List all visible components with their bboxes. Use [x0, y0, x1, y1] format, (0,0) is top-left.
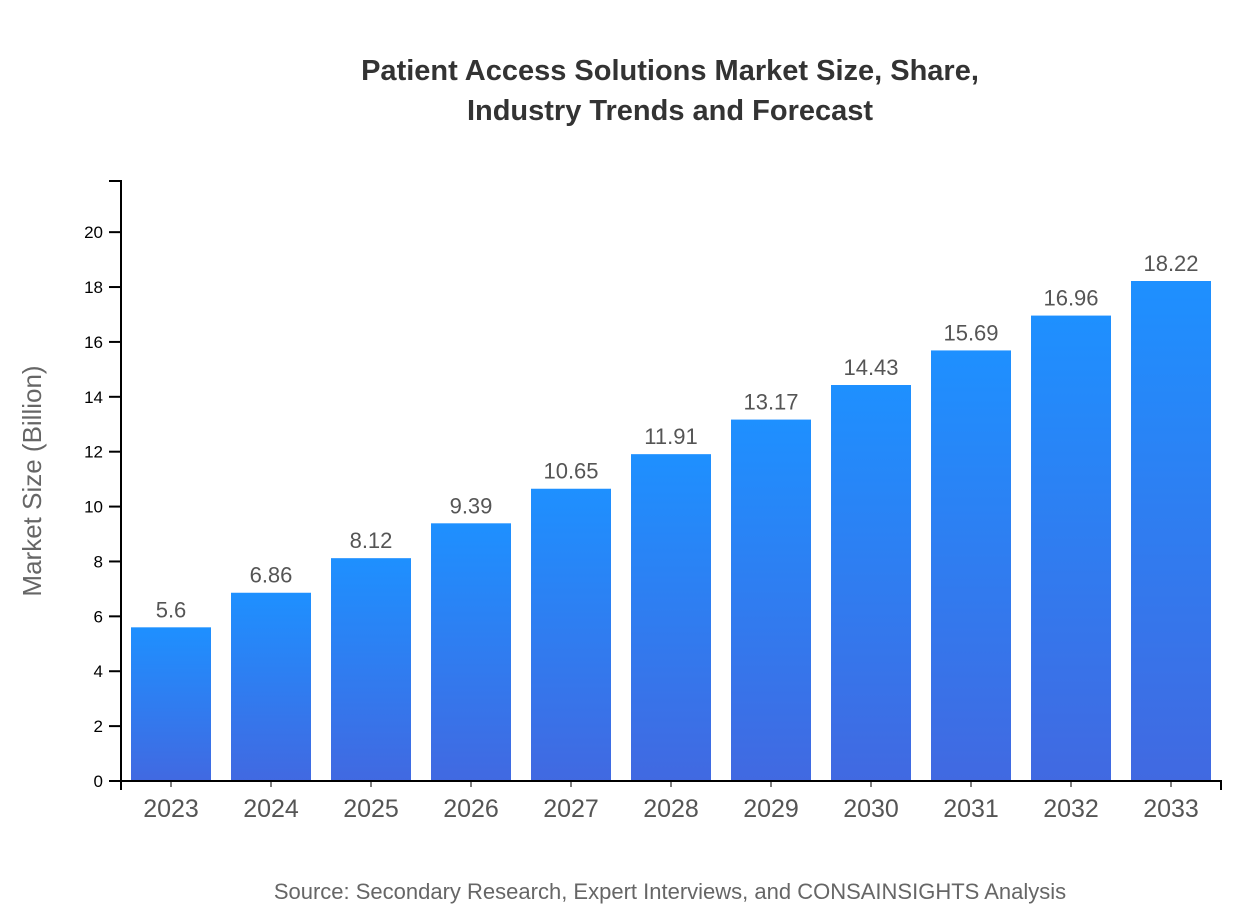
data-label-2027: 10.65: [543, 459, 598, 484]
y-tick-label: 18: [84, 278, 103, 297]
y-tick-label: 12: [84, 443, 103, 462]
y-tick-label: 10: [84, 498, 103, 517]
y-tick-label: 4: [94, 662, 103, 681]
chart-title-line-2: Industry Trends and Forecast: [467, 95, 873, 127]
data-label-2025: 8.12: [350, 528, 393, 553]
bar-2027: [531, 488, 611, 781]
y-tick-label: 20: [84, 223, 103, 242]
bar-2026: [431, 523, 511, 781]
y-tick-label: 14: [84, 388, 103, 407]
data-label-2023: 5.6: [156, 597, 187, 622]
y-tick-label: 16: [84, 333, 103, 352]
bar-2024: [231, 592, 311, 781]
x-axis-line: [120, 780, 1222, 790]
data-label-2033: 18.22: [1143, 251, 1198, 276]
bar-2025: [331, 558, 411, 781]
y-tick-label: 2: [94, 717, 103, 736]
x-tick-label: 2027: [543, 795, 599, 823]
data-label-2028: 11.91: [644, 424, 697, 449]
x-tick-label: 2029: [743, 795, 799, 823]
x-tick-label: 2025: [343, 795, 399, 823]
bar-2029: [731, 419, 811, 781]
x-tick-label: 2023: [143, 795, 199, 823]
bar-2030: [831, 385, 911, 781]
data-label-2024: 6.86: [250, 563, 293, 588]
data-label-2026: 9.39: [450, 493, 493, 518]
bar-2031: [931, 350, 1011, 781]
data-label-2031: 15.69: [943, 320, 998, 345]
data-label-2029: 13.17: [743, 390, 798, 415]
x-tick-label: 2032: [1043, 795, 1099, 823]
y-axis: 0 2 4 6 8 10 12 14 16 18 20: [84, 180, 122, 791]
y-axis-label: Market Size (Billion): [17, 365, 47, 596]
x-tick-label: 2024: [243, 795, 299, 823]
data-label-2030: 14.43: [843, 355, 898, 380]
x-tick-label: 2031: [943, 795, 999, 823]
x-tick-label: 2026: [443, 795, 499, 823]
y-axis-line: [109, 180, 122, 782]
y-tick-label: 8: [94, 552, 103, 571]
bar-2023: [131, 627, 211, 781]
y-tick-label: 6: [94, 607, 103, 626]
x-axis: 2023 2024 2025 2026 2027 2028 2029 2030 2031 2032…: [120, 780, 1222, 823]
bar-2032: [1031, 315, 1111, 781]
y-tick-label: 0: [94, 772, 103, 791]
x-tick-label: 2033: [1143, 795, 1199, 823]
source-note: Source: Secondary Research, Expert Inter…: [274, 879, 1066, 904]
bar-2033: [1131, 281, 1211, 781]
data-label-2032: 16.96: [1043, 286, 1098, 311]
chart-title-line-1: Patient Access Solutions Market Size, Sh…: [361, 55, 979, 87]
bar-2028: [631, 454, 711, 781]
x-tick-label: 2030: [843, 795, 899, 823]
x-tick-label: 2028: [643, 795, 699, 823]
